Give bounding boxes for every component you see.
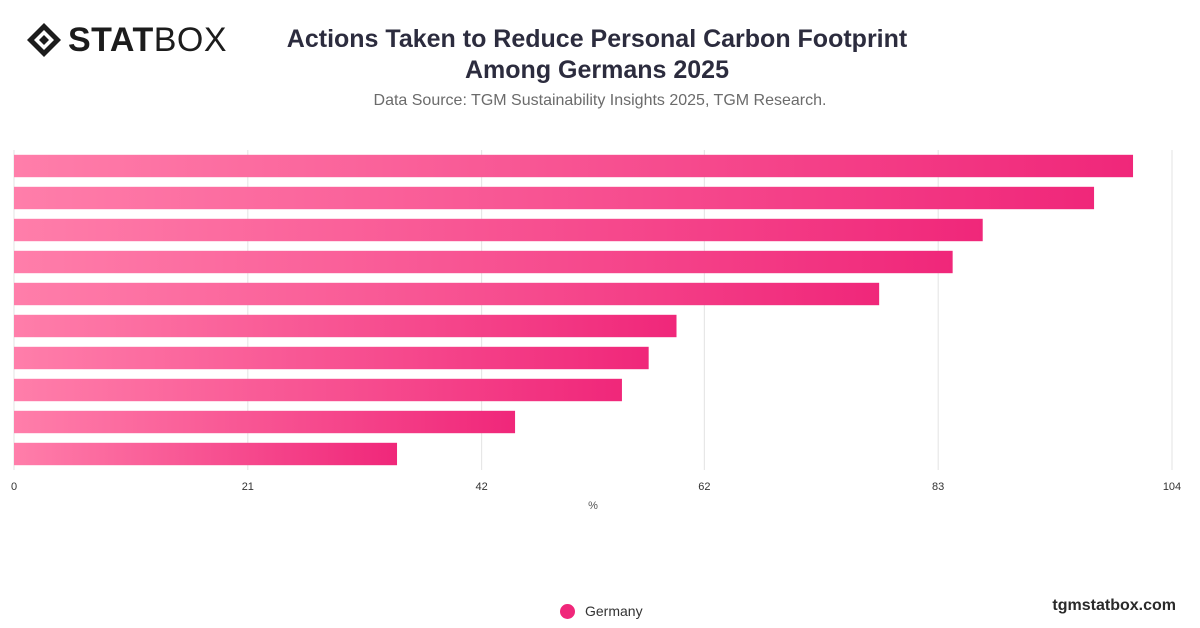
- bar-7[interactable]: [14, 346, 649, 370]
- chart-title: Actions Taken to Reduce Personal Carbon …: [250, 24, 944, 86]
- bar-8[interactable]: [14, 378, 622, 402]
- logo-stat-text: STAT: [68, 21, 154, 59]
- statbox-logo: STATBOX: [26, 22, 227, 58]
- x-tick-label: 42: [476, 481, 488, 493]
- bar-6[interactable]: [14, 314, 677, 338]
- diamond-logo-icon: [27, 23, 61, 57]
- bar-4[interactable]: [14, 250, 953, 274]
- bar-3[interactable]: [14, 218, 983, 242]
- chart-title-line-1: Actions Taken to Reduce Personal Carbon …: [286, 25, 908, 53]
- x-tick-label: 0: [11, 481, 17, 493]
- bar-group: [14, 154, 1134, 466]
- bar-10[interactable]: [14, 442, 398, 466]
- bar-5[interactable]: [14, 282, 880, 306]
- x-axis-label: %: [588, 500, 598, 512]
- bar-2[interactable]: [14, 186, 1095, 210]
- logo-wordmark: STATBOX: [68, 22, 227, 58]
- x-tick-label: 21: [242, 481, 254, 493]
- logo-box-text: BOX: [153, 21, 228, 59]
- legend[interactable]: Germany: [560, 602, 643, 620]
- bar-9[interactable]: [14, 410, 516, 434]
- brand-url[interactable]: tgmstatbox.com: [1052, 597, 1176, 614]
- x-tick-label: 62: [698, 481, 710, 493]
- bar-1[interactable]: [14, 154, 1134, 178]
- chart-subtitle: Data Source: TGM Sustainability Insights…: [373, 92, 827, 109]
- legend-label-germany: Germany: [585, 603, 643, 619]
- x-tick-label: 83: [932, 481, 944, 493]
- legend-dot-icon: [560, 603, 575, 619]
- x-axis-ticks: 0 21 42 62 83 104: [11, 481, 1181, 493]
- x-tick-label: 104: [1163, 481, 1181, 493]
- chart-title-line-2: Among Germans 2025: [465, 56, 729, 84]
